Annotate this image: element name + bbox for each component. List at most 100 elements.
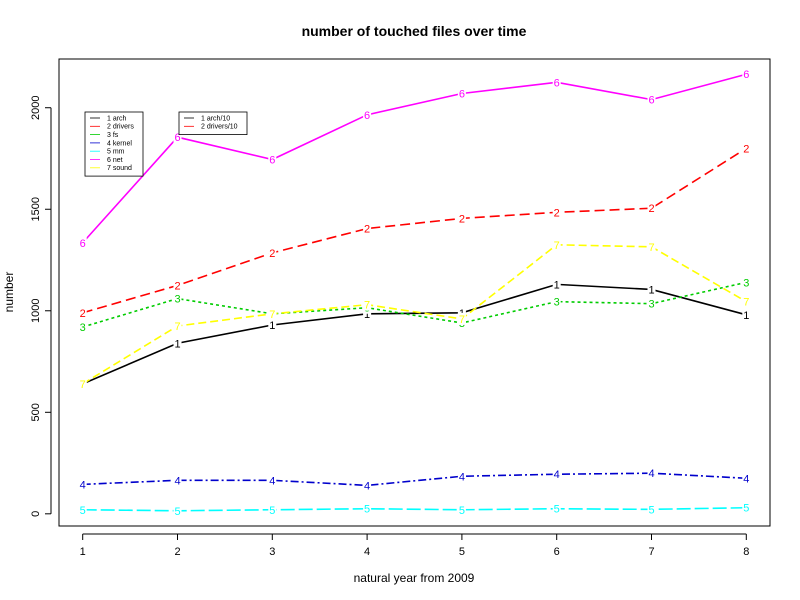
marker-bg	[647, 202, 656, 215]
marker-bg	[552, 238, 561, 251]
marker-bg	[457, 503, 466, 516]
data-point: 6	[554, 77, 560, 89]
data-point: 5	[364, 504, 370, 516]
data-point: 5	[269, 505, 275, 517]
marker-bg	[268, 474, 277, 487]
plot-area	[58, 58, 771, 527]
data-point: 6	[459, 89, 465, 101]
data-point: 2	[364, 224, 370, 236]
marker-bg	[742, 68, 751, 81]
data-point: 2	[648, 203, 654, 215]
data-point: 1	[554, 279, 560, 291]
data-point: 7	[364, 300, 370, 312]
marker-bg	[457, 306, 466, 319]
y-tick-label: 500	[30, 403, 42, 421]
marker-bg	[268, 318, 277, 331]
marker-bg	[173, 279, 182, 292]
data-point: 4	[743, 473, 749, 485]
marker-bg	[647, 467, 656, 480]
marker-bg	[457, 470, 466, 483]
y-tick-label: 0	[30, 511, 42, 517]
marker-bg	[742, 295, 751, 308]
data-point: 4	[459, 471, 465, 483]
marker-bg	[173, 337, 182, 350]
marker-bg	[78, 321, 87, 334]
x-tick-label: 6	[554, 546, 560, 558]
series: 5 5 5 5 5 5 5 5	[78, 501, 751, 518]
data-point: 5	[554, 504, 560, 516]
marker-bg	[78, 306, 87, 319]
legend-box	[178, 111, 248, 136]
marker-bg	[647, 240, 656, 253]
y-axis-label: number	[2, 272, 16, 313]
marker-bg	[173, 504, 182, 517]
marker-bg	[78, 377, 87, 390]
marker-bg	[457, 87, 466, 100]
series-line	[82, 73, 747, 244]
data-point: 1	[743, 310, 749, 322]
series: 6 6 6 6 6 6 6 6	[78, 68, 751, 250]
data-point: 3	[80, 322, 86, 334]
x-tick-label: 3	[269, 546, 275, 558]
data-point: 4	[80, 479, 86, 491]
data-point: 7	[80, 379, 86, 391]
x-tick-label: 2	[174, 546, 180, 558]
data-point: 3	[743, 277, 749, 289]
data-point: 5	[648, 504, 654, 516]
marker-bg	[268, 246, 277, 259]
marker-bg	[552, 468, 561, 481]
y-tick-label: 1000	[30, 299, 42, 323]
marker-bg	[363, 307, 372, 320]
marker-bg	[268, 503, 277, 516]
marker-bg	[647, 503, 656, 516]
series: 2 2 2 2 2 2 2 2	[78, 142, 751, 320]
data-point: 6	[743, 69, 749, 81]
data-point: 7	[743, 297, 749, 309]
series-line	[82, 147, 747, 314]
series-line	[82, 472, 747, 487]
legend-entry: 3 fs	[107, 132, 119, 139]
data-point: 2	[554, 207, 560, 219]
x-tick-label: 4	[364, 546, 370, 558]
legend-entry: 6 net	[107, 157, 123, 164]
marker-bg	[363, 479, 372, 492]
marker-bg	[78, 503, 87, 516]
marker-bg	[268, 153, 277, 166]
data-point: 4	[554, 469, 560, 481]
legend-entry: 2 drivers	[107, 124, 134, 131]
series-layer: 1111111122222222333333334444444455555555…	[78, 68, 751, 518]
data-point: 6	[648, 95, 654, 107]
data-point: 7	[554, 240, 560, 252]
x-axis-label: natural year from 2009	[354, 571, 475, 585]
data-point: 2	[269, 248, 275, 260]
series-line	[82, 243, 747, 385]
x-tick-label: 1	[80, 546, 86, 558]
data-point: 4	[364, 480, 370, 492]
marker-bg	[173, 292, 182, 305]
data-point: 2	[80, 308, 86, 320]
data-point: 6	[269, 155, 275, 167]
x-tick-label: 8	[743, 546, 749, 558]
data-point: 6	[364, 110, 370, 122]
legend-entry: 4 kernel	[107, 140, 132, 147]
data-point: 4	[174, 475, 180, 487]
series-line	[82, 281, 747, 328]
marker-bg	[457, 212, 466, 225]
marker-bg	[647, 93, 656, 106]
y-axis: 0 500 1000 1500 2000	[30, 95, 52, 517]
data-point: 3	[554, 297, 560, 309]
data-point: 7	[269, 309, 275, 321]
data-point: 4	[648, 468, 654, 480]
marker-bg	[742, 501, 751, 514]
marker-bg	[363, 222, 372, 235]
data-point: 1	[269, 320, 275, 332]
data-point: 1	[648, 284, 654, 296]
legend-box	[84, 111, 144, 177]
data-point: 2	[743, 143, 749, 155]
marker-bg	[742, 276, 751, 289]
marker-bg	[363, 502, 372, 515]
legend-entry: 7 sound	[107, 165, 132, 172]
legend-entry: 1 arch	[107, 115, 127, 122]
x-axis: 1 2 3 4 5 6 7 8	[80, 533, 749, 558]
